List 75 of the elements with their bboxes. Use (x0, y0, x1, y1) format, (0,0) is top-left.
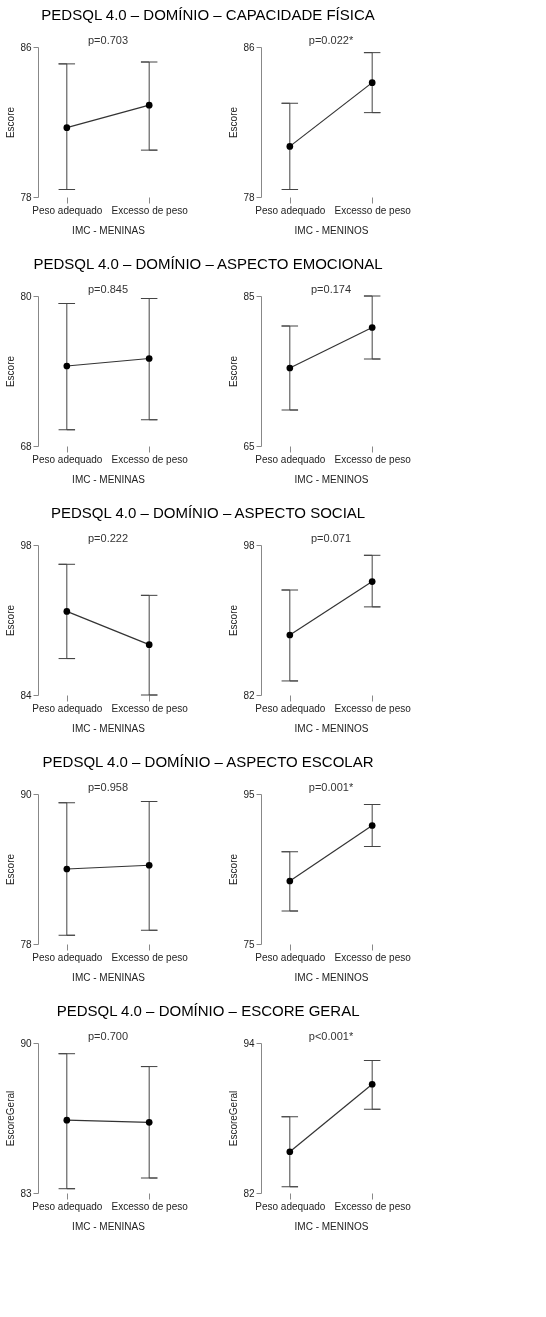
y-tick-label: 98 (243, 539, 255, 551)
text: p=0.958 (87, 781, 129, 793)
y-tick-label: 82 (243, 1187, 255, 1199)
text: p=0.703 (87, 34, 129, 46)
y-tick-label: 83 (20, 1187, 32, 1199)
x-tick-label: Excesso de peso (111, 1200, 189, 1212)
x-tick-label: Peso adequado (255, 1200, 326, 1212)
y-tick-label: 94 (243, 1037, 255, 1049)
y-tick-label: 90 (20, 788, 32, 800)
y-tick-label: 86 (243, 41, 255, 53)
x-axis-title: IMC - MENINAS (72, 971, 146, 983)
x-axis-title: IMC - MENINOS (294, 971, 369, 983)
x-axis-title: IMC - MENINAS (72, 224, 146, 236)
x-tick-label: Excesso de peso (334, 1200, 412, 1212)
y-axis-title: Escore (228, 106, 240, 139)
x-tick-label: Excesso de peso (334, 204, 412, 216)
text: p=0.222 (87, 532, 129, 544)
y-tick-label: 84 (20, 689, 32, 701)
text: p=0.845 (87, 283, 129, 295)
x-tick-label: Excesso de peso (111, 951, 189, 963)
chart-title: PEDSQL 4.0 – DOMÍNIO – ASPECTO ESCOLAR (42, 753, 374, 770)
chart-title: PEDSQL 4.0 – DOMÍNIO – ASPECTO EMOCIONAL (33, 255, 383, 272)
y-axis-title: EscoreGeral (228, 1090, 240, 1147)
y-tick-label: 85 (243, 290, 255, 302)
y-tick-label: 82 (243, 689, 255, 701)
x-tick-label: Peso adequado (32, 702, 103, 714)
y-tick-label: 78 (20, 938, 32, 950)
x-tick-label: Peso adequado (32, 1200, 103, 1212)
x-tick-label: Peso adequado (32, 204, 103, 216)
x-tick-label: Excesso de peso (111, 204, 189, 216)
y-tick-label: 98 (20, 539, 32, 551)
chart-title: PEDSQL 4.0 – DOMÍNIO – CAPACIDADE FÍSICA (41, 6, 375, 23)
y-axis-title: Escore (5, 604, 17, 637)
y-axis-title: Escore (5, 853, 17, 886)
x-tick-label: Peso adequado (32, 453, 103, 465)
chart-title: PEDSQL 4.0 – DOMÍNIO – ESCORE GERAL (56, 1002, 360, 1019)
y-tick-label: 65 (243, 440, 255, 452)
text: p=0.174 (310, 283, 352, 295)
chart-title: PEDSQL 4.0 – DOMÍNIO – ASPECTO SOCIAL (50, 504, 366, 521)
x-tick-label: Peso adequado (255, 702, 326, 714)
y-tick-label: 95 (243, 788, 255, 800)
x-axis-title: IMC - MENINOS (294, 224, 369, 236)
text: p=0.001* (308, 781, 354, 793)
y-tick-label: 78 (243, 191, 255, 203)
text: p<0.001* (308, 1030, 354, 1042)
y-tick-label: 75 (243, 938, 255, 950)
x-tick-label: Peso adequado (255, 453, 326, 465)
x-axis-title: IMC - MENINAS (72, 722, 146, 734)
x-tick-label: Peso adequado (255, 204, 326, 216)
text: p=0.071 (310, 532, 352, 544)
x-tick-label: Excesso de peso (111, 702, 189, 714)
y-tick-label: 86 (20, 41, 32, 53)
x-axis-title: IMC - MENINAS (72, 1220, 146, 1232)
y-axis-title: Escore (228, 355, 240, 388)
y-tick-label: 80 (20, 290, 32, 302)
y-axis-title: Escore (5, 355, 17, 388)
y-axis-title: Escore (228, 853, 240, 886)
x-tick-label: Excesso de peso (111, 453, 189, 465)
x-tick-label: Excesso de peso (334, 453, 412, 465)
x-axis-title: IMC - MENINOS (294, 1220, 369, 1232)
x-tick-label: Peso adequado (32, 951, 103, 963)
y-axis-title: Escore (5, 106, 17, 139)
y-tick-label: 78 (20, 191, 32, 203)
y-tick-label: 68 (20, 440, 32, 452)
text: p=0.022* (308, 34, 354, 46)
text: p=0.700 (87, 1030, 129, 1042)
x-axis-title: IMC - MENINOS (294, 722, 369, 734)
y-axis-title: EscoreGeral (5, 1090, 17, 1147)
y-tick-label: 90 (20, 1037, 32, 1049)
x-axis-title: IMC - MENINOS (294, 473, 369, 485)
y-axis-title: Escore (228, 604, 240, 637)
x-tick-label: Excesso de peso (334, 702, 412, 714)
x-axis-title: IMC - MENINAS (72, 473, 146, 485)
x-tick-label: Excesso de peso (334, 951, 412, 963)
x-tick-label: Peso adequado (255, 951, 326, 963)
